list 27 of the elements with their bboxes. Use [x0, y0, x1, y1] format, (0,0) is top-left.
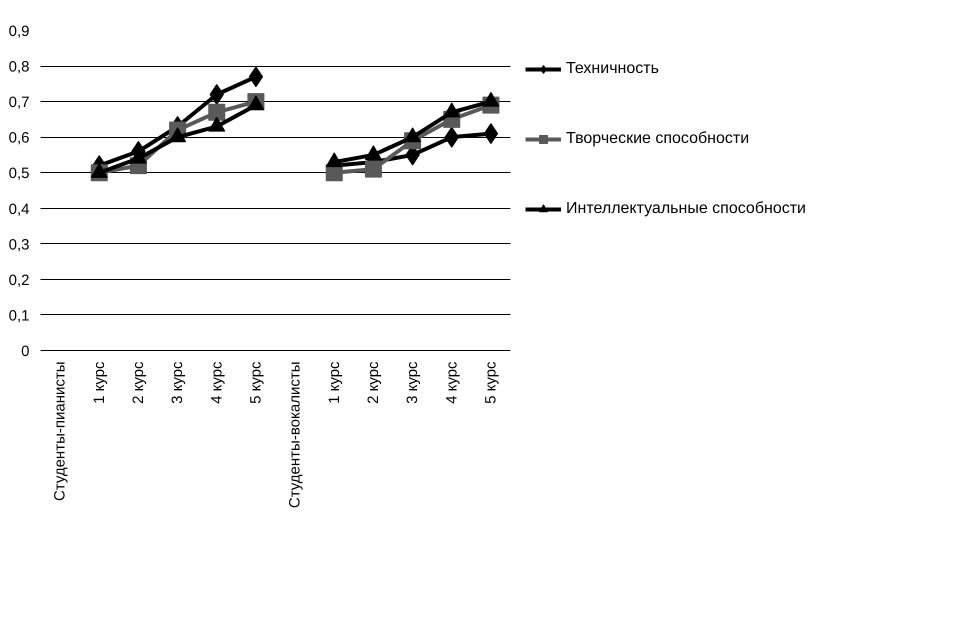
y-tick-label: 0,4 — [8, 200, 30, 218]
x-tick-label: 1 курс — [326, 361, 343, 404]
legend-label: Интеллектуальные способности — [566, 200, 806, 218]
y-tick-label: 0,6 — [8, 130, 30, 147]
x-tick-label: Студенты-пианисты — [52, 361, 69, 502]
y-tick-label: 0,9 — [8, 23, 30, 40]
x-tick-label: 5 курс — [482, 361, 500, 404]
y-tick-label: 0 — [21, 343, 30, 360]
x-tick-label: 5 курс — [247, 361, 264, 404]
y-tick-label: 0,2 — [8, 272, 30, 289]
point — [208, 104, 226, 121]
y-tick-label: 0,8 — [8, 58, 30, 76]
legend-label: Творческие способности — [566, 130, 750, 148]
x-tick-label: 1 курс — [90, 361, 108, 404]
x-tick-label: 4 курс — [443, 361, 460, 404]
x-tick-label: 4 курс — [208, 361, 226, 404]
legend-label: Техничность — [566, 60, 659, 78]
y-tick-label: 0,5 — [8, 165, 30, 182]
x-tick-label: Студенты-вокалисты — [286, 361, 304, 508]
x-tick-label: 2 курс — [130, 361, 147, 404]
x-tick-label: 3 курс — [404, 361, 422, 404]
point — [364, 160, 382, 178]
x-tick-label: 2 курс — [364, 361, 382, 404]
y-tick-label: 0,3 — [8, 236, 30, 254]
y-tick-label: 0,1 — [8, 307, 30, 324]
y-tick-label: 0,7 — [8, 94, 30, 112]
x-tick-label: 3 курс — [169, 361, 186, 404]
